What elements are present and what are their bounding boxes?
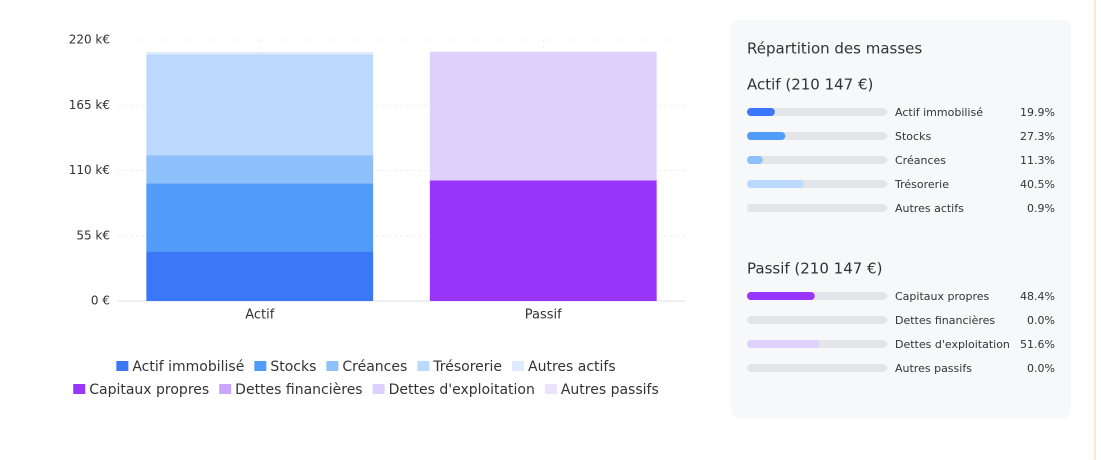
item-label: Dettes d'exploitation [895,338,1010,351]
item-value: 11.3% [1020,154,1055,167]
section-title: Actif (210 147 €) [747,76,873,94]
progress [747,180,804,188]
legend-swatch [73,384,86,394]
y-tick-label: 220 k€ [69,33,110,47]
item-value: 40.5% [1020,178,1055,191]
track [747,204,887,212]
legend-swatch [254,361,267,371]
item-value: 0.9% [1027,202,1055,215]
legend-swatch [116,361,129,371]
y-tick-label: 110 k€ [69,163,110,177]
item-label: Autres passifs [895,362,972,375]
legend-label: Actif immobilisé [132,359,244,375]
progress [747,292,815,300]
legend-label: Stocks [270,359,316,375]
y-tick-label: 0 € [91,294,110,308]
progress [747,156,763,164]
item-label: Trésorerie [894,178,949,191]
bar-segment [146,51,374,55]
item-label: Stocks [895,130,931,143]
y-tick-label: 55 k€ [76,228,110,242]
legend-swatch [372,384,385,394]
item-value: 27.3% [1020,130,1055,143]
bar-segment [146,54,374,156]
item-label: Autres actifs [895,202,964,215]
bar-segment [146,155,374,184]
x-tick-label: Actif [245,308,275,323]
progress [747,340,820,348]
legend-label: Capitaux propres [89,382,209,398]
bar-segment [146,183,374,252]
bar-segment [429,180,657,301]
legend-label: Dettes financières [235,382,362,398]
legend-swatch [417,361,430,371]
y-tick-label: 165 k€ [69,98,110,112]
item-value: 0.0% [1027,314,1055,327]
legend-label: Autres actifs [528,359,616,375]
bar-segment [429,51,657,181]
progress [747,132,786,140]
legend-label: Dettes d'exploitation [389,382,535,398]
track [747,156,887,164]
bar-segment [146,251,374,301]
legend-label: Autres passifs [561,382,659,398]
item-label: Capitaux propres [895,290,990,303]
section-title: Passif (210 147 €) [747,260,882,278]
x-tick-label: Passif [525,308,562,323]
item-value: 0.0% [1027,362,1055,375]
progress [747,108,775,116]
legend-swatch [326,361,339,371]
legend-swatch [544,384,557,394]
legend-swatch [512,361,525,371]
item-value: 19.9% [1020,106,1055,119]
item-label: Créances [895,154,946,167]
track [747,108,887,116]
legend-label: Trésorerie [432,359,502,375]
item-label: Dettes financières [895,314,995,327]
track [747,316,887,324]
legend-label: Créances [342,359,407,375]
item-value: 51.6% [1020,338,1055,351]
legend-swatch [219,384,232,394]
track [747,364,887,372]
item-value: 48.4% [1020,290,1055,303]
panel-title: Répartition des masses [747,40,922,58]
progress [747,204,749,212]
item-label: Actif immobilisé [895,106,983,119]
